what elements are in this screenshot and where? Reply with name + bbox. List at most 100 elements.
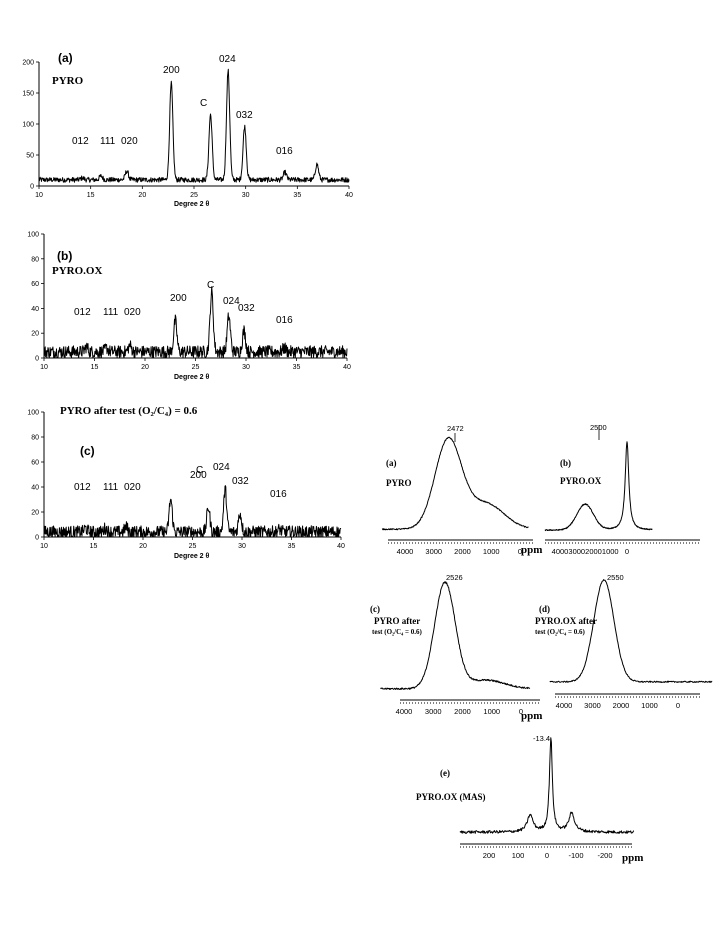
- xrd-x-tick-label: 15: [91, 364, 99, 371]
- xrd-y-tick-label: 100: [27, 410, 39, 417]
- nmr-x-tick-label: 2000: [613, 701, 630, 710]
- nmr-x-tick-label: 1000: [641, 701, 658, 710]
- nmr-x-tick-label: 0: [518, 547, 522, 556]
- nmr-trace: [381, 436, 529, 531]
- xrd-x-tick-label: 10: [40, 543, 48, 550]
- nmr-plot-a: 4000 3000 2000 1000 0: [381, 433, 533, 556]
- xrd-y-tick-label: 0: [35, 356, 39, 363]
- nmr-x-tick-label: -200: [597, 851, 612, 860]
- xrd-y-tick-label: 0: [30, 184, 34, 191]
- xrd-x-tick-label: 35: [293, 192, 301, 199]
- xrd-peak-label: 032: [236, 110, 253, 121]
- nmr-x-tick-label: 3000: [425, 707, 442, 716]
- nmr-x-tick-label: -100: [568, 851, 583, 860]
- nmr-panel-e-peak-label: -13.4: [533, 734, 550, 743]
- xrd-y-tick-label: 40: [31, 306, 39, 313]
- xrd-y-tick-label: 0: [35, 535, 39, 542]
- xrd-x-tick-label: 20: [138, 192, 146, 199]
- xrd-peak-label: 020: [124, 482, 141, 493]
- xrd-peak-label: 012: [72, 136, 89, 147]
- xrd-x-tick-label: 20: [141, 364, 149, 371]
- xrd-y-tick-label: 80: [31, 435, 39, 442]
- nmr-panel-c-label2: test (O₂/C₄ = 0.6): [372, 628, 422, 636]
- xrd-panel-b-sample: PYRO.OX: [52, 265, 102, 277]
- xrd-panel-c-letter: (c): [80, 444, 95, 458]
- nmr-x-tick-label: 1000: [483, 547, 500, 556]
- nmr-x-tick-label: 2000: [454, 547, 471, 556]
- xrd-peak-label: 016: [276, 315, 293, 326]
- nmr-panel-b-peak-label: 2500: [590, 423, 607, 432]
- xrd-y-tick-label: 50: [26, 153, 34, 160]
- xrd-y-tick-label: 150: [22, 91, 34, 98]
- nmr-panel-c-label: PYRO after: [374, 616, 420, 626]
- xrd-x-tick-label: 25: [189, 543, 197, 550]
- xrd-x-tick-label: 20: [139, 543, 147, 550]
- xrd-x-tick-label: 40: [337, 543, 345, 550]
- nmr-x-tick-label: 3000: [425, 547, 442, 556]
- xrd-y-tick-label: 20: [31, 331, 39, 338]
- nmr-trace: [549, 579, 713, 683]
- nmr-x-tick-label: 0: [625, 547, 629, 556]
- xrd-peak-label: 020: [124, 307, 141, 318]
- xrd-x-tick-label: 25: [192, 364, 200, 371]
- xrd-panel-b-xlabel: Degree 2 θ: [174, 374, 210, 381]
- nmr-x-tick-label: 4000: [396, 707, 413, 716]
- xrd-peak-label: 012: [74, 482, 91, 493]
- xrd-x-tick-label: 10: [40, 364, 48, 371]
- xrd-peak-label: 111: [103, 482, 119, 493]
- xrd-peak-label: 024: [213, 462, 230, 473]
- nmr-panel-e-unit: ppm: [622, 852, 643, 864]
- xrd-peak-label: C: [196, 465, 203, 476]
- nmr-x-tick-label: 2000: [454, 707, 471, 716]
- xrd-x-tick-label: 15: [90, 543, 98, 550]
- nmr-x-tick-label: 0: [676, 701, 680, 710]
- nmr-x-tick-label: 3000: [568, 547, 585, 556]
- nmr-panel-b-letter: (b): [560, 458, 571, 468]
- nmr-panel-a-peak-label: 2472: [447, 424, 464, 433]
- xrd-x-tick-label: 40: [343, 364, 351, 371]
- xrd-panel-a-sample: PYRO: [52, 75, 84, 87]
- xrd-x-tick-label: 10: [35, 192, 43, 199]
- xrd-peak-label: 012: [74, 307, 91, 318]
- xrd-panel-b-letter: (b): [57, 249, 72, 263]
- nmr-panel-d-peak-label: 2550: [607, 573, 624, 582]
- xrd-peak-label: 024: [223, 296, 240, 307]
- nmr-plot-b: 4000 3000 2000 1000 0: [544, 425, 700, 556]
- nmr-panel-e-label: PYRO.OX (MAS): [416, 792, 486, 802]
- xrd-x-tick-label: 15: [87, 192, 95, 199]
- nmr-panel-c-unit: ppm: [521, 710, 542, 722]
- xrd-y-tick-label: 200: [22, 60, 34, 67]
- xrd-peak-label: 200: [190, 470, 207, 481]
- xrd-y-tick-label: 60: [31, 281, 39, 288]
- nmr-x-tick-label: 1000: [602, 547, 619, 556]
- nmr-panel-a-letter: (a): [386, 458, 397, 468]
- nmr-x-tick-label: 200: [483, 851, 496, 860]
- xrd-peak-label: 111: [103, 307, 119, 318]
- xrd-x-tick-label: 25: [190, 192, 198, 199]
- nmr-x-tick-label: 0: [519, 707, 523, 716]
- nmr-x-tick-label: 4000: [556, 701, 573, 710]
- xrd-x-tick-label: 30: [242, 364, 250, 371]
- xrd-peak-label: C: [207, 280, 214, 291]
- xrd-peak-label: 016: [276, 146, 293, 157]
- xrd-plot-a: 0 50 100 150 200 10 15 20 25 30 35 40 012 111 020 200 C 0…: [22, 54, 353, 199]
- xrd-x-tick-label: 35: [293, 364, 301, 371]
- xrd-panel-c-sample: PYRO after test (O₂/C₄) = 0.6: [60, 405, 198, 417]
- xrd-peak-label: 111: [100, 136, 116, 147]
- xrd-x-tick-label: 35: [288, 543, 296, 550]
- xrd-peak-label: 032: [232, 476, 249, 487]
- nmr-x-tick-label: 0: [545, 851, 549, 860]
- nmr-panel-a-unit: ppm: [521, 544, 542, 556]
- nmr-panel-d-label: PYRO.OX after: [535, 616, 597, 626]
- xrd-x-tick-label: 30: [238, 543, 246, 550]
- nmr-trace: [380, 581, 531, 690]
- xrd-peak-label: C: [200, 98, 207, 109]
- nmr-plot-d: 4000 3000 2000 1000 0: [549, 579, 713, 710]
- xrd-peak-label: 032: [238, 303, 255, 314]
- xrd-y-tick-label: 60: [31, 460, 39, 467]
- nmr-plot-c: 4000 3000 2000 1000 0: [380, 581, 540, 716]
- nmr-x-tick-label: 3000: [584, 701, 601, 710]
